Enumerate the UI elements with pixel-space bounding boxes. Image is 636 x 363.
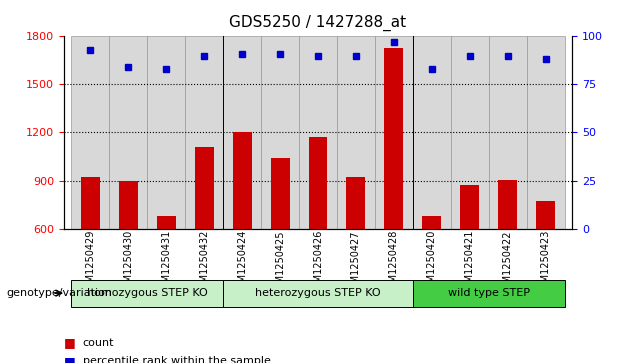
FancyBboxPatch shape [109,36,147,229]
Bar [71,280,223,307]
Bar [156,216,176,229]
Bar [270,158,289,229]
Bar [536,201,555,229]
Bar [499,180,517,229]
Text: genotype/variation: genotype/variation [6,288,113,298]
Bar [81,178,100,229]
Bar [384,48,403,229]
Text: heterozygous STEP KO: heterozygous STEP KO [255,288,381,298]
Bar [308,136,328,229]
Bar [195,147,214,229]
FancyBboxPatch shape [147,36,185,229]
FancyBboxPatch shape [185,36,223,229]
FancyBboxPatch shape [223,36,261,229]
Bar [422,216,441,229]
Bar [347,178,366,229]
Text: ■: ■ [64,355,75,363]
Bar [233,132,252,229]
Text: count: count [83,338,114,348]
FancyBboxPatch shape [489,36,527,229]
FancyBboxPatch shape [451,36,489,229]
FancyBboxPatch shape [527,36,565,229]
Text: homozygous STEP KO: homozygous STEP KO [86,288,207,298]
Bar [223,280,413,307]
FancyBboxPatch shape [261,36,299,229]
FancyBboxPatch shape [375,36,413,229]
Text: percentile rank within the sample: percentile rank within the sample [83,356,270,363]
Bar [413,280,565,307]
Text: wild type STEP: wild type STEP [448,288,530,298]
FancyBboxPatch shape [299,36,337,229]
Text: GDS5250 / 1427288_at: GDS5250 / 1427288_at [230,15,406,31]
Text: ■: ■ [64,337,75,350]
FancyBboxPatch shape [71,36,109,229]
FancyBboxPatch shape [337,36,375,229]
FancyBboxPatch shape [413,36,451,229]
Bar [119,180,137,229]
Bar [460,185,480,229]
